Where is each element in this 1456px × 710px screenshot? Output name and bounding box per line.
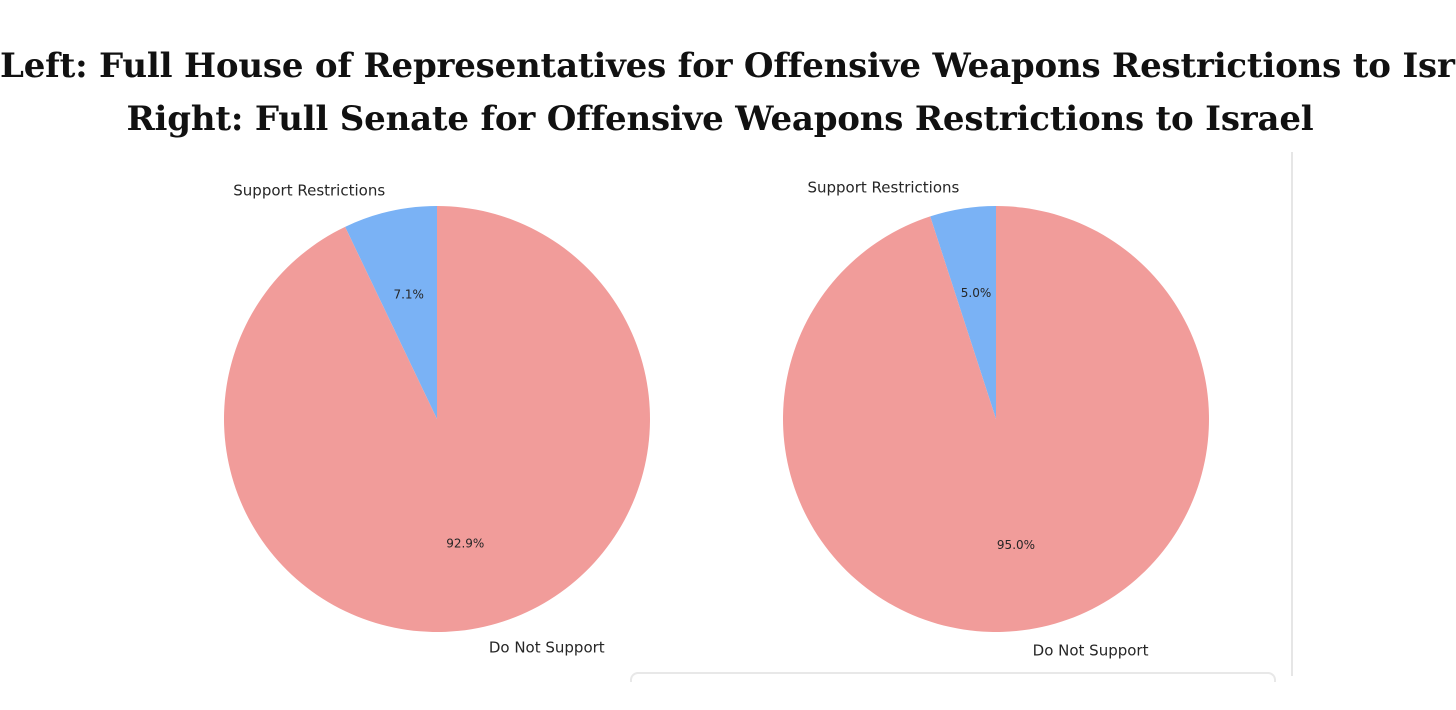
title-line-left: Left: Full House of Representatives for … bbox=[0, 46, 1456, 86]
pie-slice-support-restrictions bbox=[345, 206, 437, 419]
title-line-right: Right: Full Senate for Offensive Weapons… bbox=[126, 99, 1314, 139]
panel-divider bbox=[1291, 152, 1293, 676]
slice-label: Support Restrictions bbox=[807, 179, 959, 197]
slice-label: Support Restrictions bbox=[233, 182, 385, 200]
chart-title: Left: Full House of Representatives for … bbox=[0, 40, 1456, 146]
slice-percentage-label: 5.0% bbox=[961, 286, 992, 300]
slice-label: Do Not Support bbox=[489, 638, 605, 656]
pie-slice-do-not-support bbox=[224, 206, 650, 632]
slice-percentage-label: 92.9% bbox=[446, 537, 484, 551]
slice-label: Do Not Support bbox=[1033, 641, 1149, 659]
pie-slice-do-not-support bbox=[782, 206, 1209, 633]
panel-bottom-edge bbox=[630, 672, 1276, 682]
slice-percentage-label: 95.0% bbox=[997, 538, 1035, 552]
pie-slice-support-restrictions bbox=[930, 206, 996, 419]
slice-percentage-label: 7.1% bbox=[393, 287, 424, 301]
house-pie-chart: Support Restrictions 7.1% Do Not Support 92… bbox=[224, 182, 650, 656]
senate-pie-chart: Support Restrictions 5.0% Do Not Support 95… bbox=[782, 179, 1209, 659]
